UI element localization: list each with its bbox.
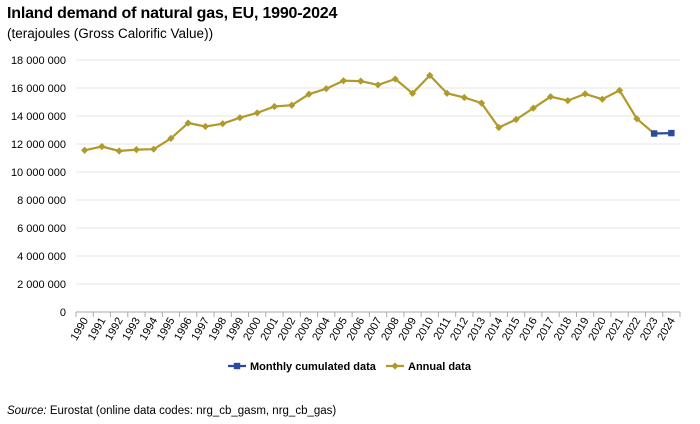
y-tick-label: 12 000 000 xyxy=(11,139,66,151)
legend-marker xyxy=(391,362,399,370)
data-point xyxy=(443,89,451,97)
y-tick-label: 6 000 000 xyxy=(17,223,66,235)
data-point xyxy=(219,120,227,128)
data-point xyxy=(322,85,330,93)
data-point xyxy=(184,119,192,127)
legend: Monthly cumulated data Annual data xyxy=(228,361,472,373)
x-tick-label: 2010 xyxy=(414,316,437,343)
legend-marker xyxy=(233,362,241,370)
data-point xyxy=(132,146,140,154)
data-point xyxy=(115,147,123,155)
data-point xyxy=(529,104,537,112)
y-tick-label: 16 000 000 xyxy=(11,83,66,95)
data-point xyxy=(98,142,106,151)
data-point xyxy=(339,77,348,85)
series-line xyxy=(84,74,655,153)
series-annual-data xyxy=(81,71,658,155)
legend-item-annual-data: Annual data xyxy=(386,361,472,373)
data-point xyxy=(512,115,520,124)
series-monthly-cumulated-data xyxy=(650,129,675,137)
data-point xyxy=(477,99,486,107)
series-group xyxy=(81,71,675,155)
line-chart: 0 2 000 000 4 000 000 6 000 000 8 000 000 10 … xyxy=(11,55,681,373)
data-point xyxy=(288,101,296,109)
data-point xyxy=(201,122,210,131)
data-point xyxy=(426,71,434,79)
data-point xyxy=(236,114,244,122)
x-tick-label: 2024 xyxy=(655,316,678,343)
data-point xyxy=(598,95,606,103)
source-label: Source: xyxy=(7,405,47,417)
data-point xyxy=(633,115,641,123)
chart-title: Inland demand of natural gas, EU, 1990-2… xyxy=(7,5,338,22)
y-tick-label: 2 000 000 xyxy=(17,279,66,291)
data-point xyxy=(616,86,624,94)
y-tick-label: 14 000 000 xyxy=(11,111,66,123)
y-tick-label: 8 000 000 xyxy=(17,195,66,207)
source-text: Eurostat (online data codes: nrg_cb_gasm… xyxy=(46,405,337,417)
data-point xyxy=(270,102,279,111)
y-tick-label: 10 000 000 xyxy=(11,167,66,179)
data-point xyxy=(564,97,572,105)
data-point xyxy=(495,123,503,132)
data-point xyxy=(150,145,158,153)
y-tick-label: 18 000 000 xyxy=(11,55,66,67)
data-point xyxy=(81,146,89,154)
data-point xyxy=(460,93,468,102)
y-tick-label: 4 000 000 xyxy=(17,251,66,263)
chart-subtitle: (terajoules (Gross Calorific Value)) xyxy=(7,26,214,41)
data-point xyxy=(253,109,261,117)
data-point xyxy=(357,77,365,85)
legend-item-monthly-cumulated-data: Monthly cumulated data xyxy=(228,361,377,373)
data-point xyxy=(167,134,175,142)
source-note: Source: Eurostat (online data codes: nrg… xyxy=(7,405,336,417)
data-point xyxy=(374,81,382,89)
data-point xyxy=(391,75,399,83)
data-point xyxy=(546,93,555,101)
data-point xyxy=(408,89,417,97)
data-point xyxy=(668,129,675,137)
data-point xyxy=(581,90,589,98)
legend-label: Annual data xyxy=(408,361,472,373)
legend-label: Monthly cumulated data xyxy=(250,361,377,373)
axes: 0 2 000 000 4 000 000 6 000 000 8 000 000 10 … xyxy=(11,55,681,343)
data-point xyxy=(305,90,313,98)
data-point xyxy=(650,130,658,137)
gridlines xyxy=(76,59,680,285)
y-tick-label: 0 xyxy=(60,307,66,319)
